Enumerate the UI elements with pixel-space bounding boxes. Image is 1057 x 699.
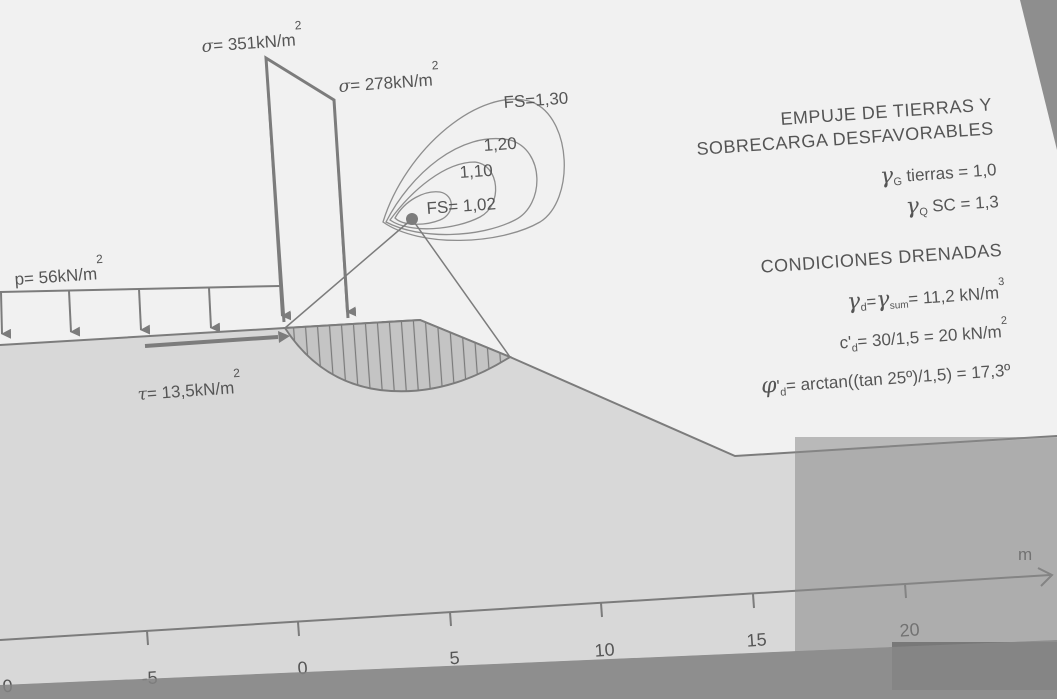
tick-label: 5 bbox=[449, 648, 460, 669]
contour-label-1-20: 1,20 bbox=[483, 134, 517, 155]
tick-mark bbox=[297, 621, 300, 637]
tick-mark bbox=[449, 611, 452, 627]
tick-label: 0 bbox=[297, 658, 308, 679]
p-load-arrows bbox=[0, 287, 221, 339]
tick-label: 15 bbox=[746, 629, 767, 650]
gamma-q-line: γQ SC = 1,3 bbox=[905, 188, 1000, 219]
ground-section bbox=[0, 320, 1057, 685]
tick-label: 10 bbox=[594, 639, 615, 660]
contour-label-1-30: FS=1,30 bbox=[503, 89, 569, 112]
contour-fs-1-10 bbox=[389, 161, 497, 230]
sigma-arrow-right bbox=[333, 99, 357, 317]
contour-label-1-02: FS= 1,02 bbox=[426, 194, 497, 218]
critical-center-dot bbox=[406, 213, 418, 225]
fs-contours bbox=[382, 98, 565, 242]
sigma-arrow-left bbox=[265, 57, 292, 321]
tau-arrow-head bbox=[278, 331, 290, 343]
tick-mark bbox=[146, 630, 149, 646]
contour-label-1-10: 1,10 bbox=[459, 161, 493, 182]
paper-shadow-bottom bbox=[0, 640, 1057, 699]
contour-fs-1-30 bbox=[382, 98, 565, 242]
slip-mass-hatched bbox=[283, 318, 513, 393]
tick-mark bbox=[600, 602, 603, 618]
radius-line-left bbox=[284, 218, 413, 329]
contour-fs-1-20 bbox=[385, 138, 538, 236]
tau-arrow bbox=[144, 335, 279, 348]
tau-label: τ= 13,5kN/m2 bbox=[136, 366, 242, 405]
tick-mark bbox=[752, 593, 755, 609]
radius-line-right bbox=[411, 218, 511, 358]
